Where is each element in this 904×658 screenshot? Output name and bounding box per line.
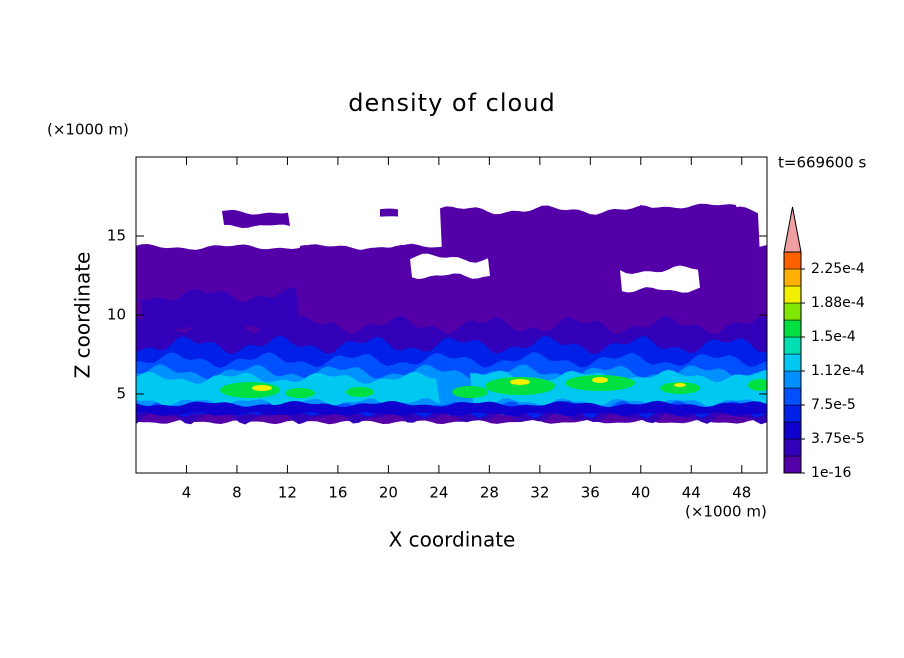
x-tick-label: 28: [480, 484, 499, 502]
gap: [410, 253, 490, 280]
contour-region: [222, 209, 290, 228]
x-tick-label: 40: [631, 484, 650, 502]
contour-region: [380, 208, 398, 217]
colorbar-tick-label: 3.75e-5: [811, 431, 865, 447]
colorbar-band: [783, 455, 802, 474]
contour-region: [660, 382, 700, 394]
contour-region: [285, 388, 315, 398]
colorbar-frame: [783, 251, 802, 474]
contour-region: [220, 382, 280, 398]
x-tick-label: 48: [732, 484, 751, 502]
y-axis-label: Z coordinate: [71, 252, 95, 379]
chart-title: density of cloud: [348, 89, 555, 117]
x-axis-label: X coordinate: [389, 528, 516, 552]
x-unit: (×1000 m): [685, 503, 767, 521]
contour-region: [452, 386, 488, 398]
x-tick-label: 4: [182, 484, 192, 502]
colorbar-tick-label: 7.5e-5: [811, 397, 856, 413]
colorbar-band: [783, 268, 802, 287]
contour-region: [485, 377, 555, 395]
x-tick-label: 24: [429, 484, 448, 502]
colorbar-tick-label: 2.25e-4: [811, 261, 865, 277]
x-tick-label: 44: [682, 484, 701, 502]
y-tick-label: 5: [116, 385, 126, 403]
contour-region: [136, 400, 767, 417]
colorbar-extension: [783, 206, 802, 253]
gap: [300, 244, 420, 256]
colorbar-tick-label: 1.12e-4: [811, 363, 865, 379]
colorbar-band: [783, 421, 802, 440]
contour-field: [136, 203, 767, 425]
colorbar-band: [783, 251, 802, 270]
contour-region: [136, 371, 440, 407]
colorbar-tick-label: 1.5e-4: [811, 329, 856, 345]
y-unit: (×1000 m): [47, 121, 129, 139]
colorbar-band: [783, 387, 802, 406]
contour-region: [510, 379, 530, 385]
colorbar-band: [783, 370, 802, 389]
contour-region: [140, 287, 300, 335]
gap: [620, 265, 700, 293]
colorbar-tick-label: 1e-16: [811, 465, 851, 481]
annotation: t=669600 s: [778, 154, 866, 172]
contour-region: [592, 377, 608, 383]
contour-region: [346, 387, 374, 397]
contour-region: [640, 203, 740, 224]
contour-region: [252, 385, 272, 391]
x-tick-label: 36: [581, 484, 600, 502]
y-tick-label: 10: [107, 306, 126, 324]
colorbar-band: [783, 404, 802, 423]
x-tick-label: 8: [232, 484, 242, 502]
colorbar-band: [783, 336, 802, 355]
colorbar-band: [783, 285, 802, 304]
colorbar-band: [783, 319, 802, 338]
colorbar-tick-label: 1.88e-4: [811, 295, 865, 311]
colorbar-band: [783, 302, 802, 321]
colorbar-band: [783, 438, 802, 457]
x-tick-label: 16: [328, 484, 347, 502]
y-tick-label: 15: [107, 227, 126, 245]
x-tick-label: 32: [530, 484, 549, 502]
contour-region: [674, 383, 686, 387]
contour-region: [748, 379, 767, 391]
colorbar-band: [783, 353, 802, 372]
x-tick-label: 12: [278, 484, 297, 502]
x-tick-label: 20: [379, 484, 398, 502]
